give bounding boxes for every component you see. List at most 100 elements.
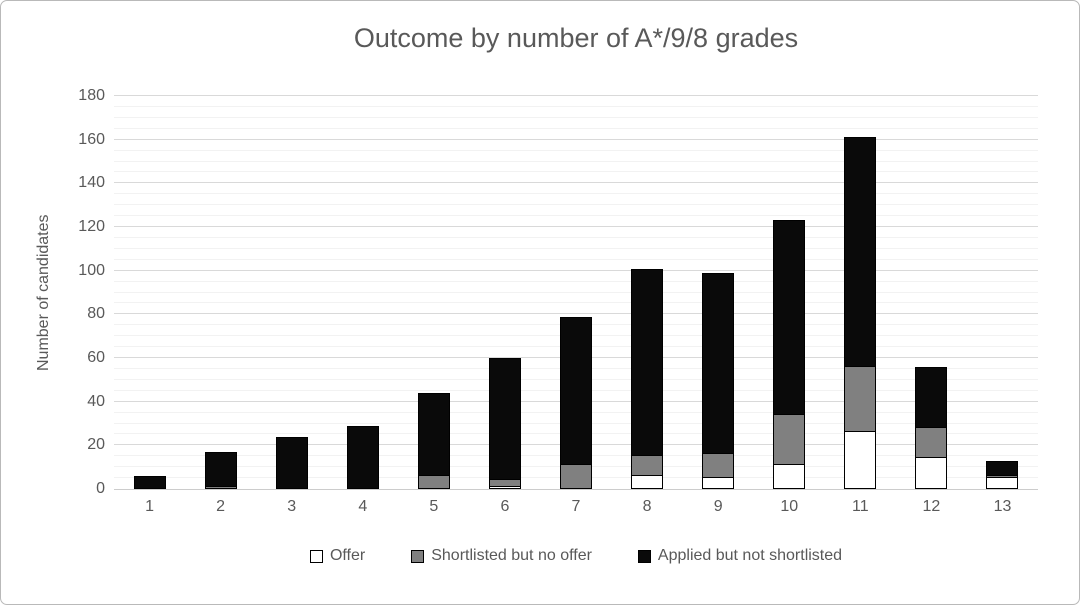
stacked-bar-13 — [986, 460, 1019, 489]
minor-gridline — [114, 258, 1038, 260]
bar-segment-shortlisted-but-no-offer — [773, 414, 806, 465]
bar-segment-applied-but-not-shortlisted — [417, 392, 450, 476]
bar-segment-applied-but-not-shortlisted — [773, 220, 806, 415]
x-axis-tick: 9 — [713, 498, 723, 515]
stacked-bar-4 — [346, 425, 379, 489]
plot-area — [114, 95, 1038, 490]
stacked-bar-5 — [417, 392, 450, 489]
minor-gridline — [114, 193, 1038, 195]
y-axis-tick: 180 — [78, 87, 105, 104]
y-axis-tick: 80 — [87, 305, 105, 323]
bar-slot-5 — [398, 96, 469, 489]
bar-segment-applied-but-not-shortlisted — [702, 272, 735, 455]
stacked-bar-6 — [488, 358, 521, 489]
chart-title: Outcome by number of A*/9/8 grades — [353, 23, 799, 53]
x-axis-tick: 6 — [500, 498, 510, 515]
bar-segment-offer — [631, 475, 664, 489]
x-axis-tick: 10 — [780, 498, 799, 515]
y-axis-tick: 0 — [96, 480, 105, 497]
major-gridline — [114, 269, 1038, 271]
bar-slot-11 — [825, 96, 896, 489]
bar-segment-shortlisted-but-no-offer — [417, 475, 450, 489]
legend: Offer Shortlisted but no offer Applied but… — [114, 547, 1038, 565]
minor-gridline — [114, 247, 1038, 249]
minor-gridline — [114, 236, 1038, 238]
major-gridline — [114, 182, 1038, 184]
bar-segment-offer — [915, 458, 948, 489]
bar-segment-offer — [773, 464, 806, 489]
minor-gridline — [114, 105, 1038, 107]
legend-label: Applied but not shortlisted — [657, 547, 843, 564]
y-axis-tick: 160 — [78, 130, 105, 148]
x-axis-tick: 11 — [852, 498, 869, 515]
bar-segment-applied-but-not-shortlisted — [560, 316, 592, 465]
y-axis-tick: 20 — [87, 436, 105, 454]
bar-slot-4 — [327, 96, 398, 489]
x-axis-tick: 4 — [358, 498, 368, 515]
bar-slot-13 — [967, 96, 1038, 489]
minor-gridline — [114, 280, 1038, 282]
x-axis-tick: 12 — [922, 498, 941, 515]
bar-segment-shortlisted-but-no-offer — [631, 456, 664, 476]
bar-segment-shortlisted-but-no-offer — [204, 486, 237, 489]
bar-slot-12 — [896, 96, 967, 489]
bar-slot-8 — [612, 96, 683, 489]
x-axis-tick: 1 — [145, 498, 154, 515]
minor-gridline — [114, 204, 1038, 206]
y-axis-title: Number of candidates — [35, 214, 52, 371]
bar-segment-offer — [844, 432, 877, 489]
bar-slot-10 — [754, 96, 825, 489]
bar-segment-applied-but-not-shortlisted — [133, 475, 166, 489]
bar-slot-7 — [540, 96, 611, 489]
legend-swatch-icon — [637, 549, 651, 563]
bar-segment-shortlisted-but-no-offer — [702, 454, 735, 479]
major-gridline — [114, 226, 1038, 227]
bar-slot-9 — [683, 96, 754, 489]
stacked-bar-1 — [133, 475, 166, 489]
bar-slot-2 — [185, 96, 256, 489]
x-axis-tick: 7 — [571, 498, 581, 515]
bar-segment-applied-but-not-shortlisted — [631, 268, 664, 457]
major-gridline — [114, 313, 1038, 315]
legend-label: Shortlisted but no offer — [431, 547, 592, 564]
bar-segment-shortlisted-but-no-offer — [986, 475, 1019, 479]
bar-slot-3 — [256, 96, 327, 489]
x-axis-tick: 5 — [429, 498, 439, 515]
x-axis-tick: 3 — [287, 498, 297, 515]
bar-segment-applied-but-not-shortlisted — [204, 451, 237, 487]
legend-swatch-icon — [411, 549, 425, 563]
y-axis-tick: 120 — [78, 218, 105, 235]
minor-gridline — [114, 171, 1038, 173]
bar-segment-shortlisted-but-no-offer — [915, 427, 948, 459]
major-gridline — [114, 138, 1038, 140]
bar-slot-1 — [114, 96, 185, 489]
y-axis-tick: 60 — [87, 349, 105, 366]
bar-segment-applied-but-not-shortlisted — [844, 137, 877, 367]
minor-gridline — [114, 215, 1038, 217]
legend-item: Applied but not shortlisted — [637, 547, 843, 565]
stacked-bar-2 — [204, 451, 237, 489]
bar-segment-offer — [488, 486, 521, 489]
bar-segment-offer — [702, 478, 735, 489]
stacked-bar-11 — [844, 137, 877, 489]
stacked-bar-8 — [631, 268, 664, 489]
major-gridline — [114, 95, 1038, 96]
minor-gridline — [114, 149, 1038, 151]
bar-segment-applied-but-not-shortlisted — [275, 436, 308, 489]
stacked-bar-3 — [275, 436, 308, 489]
bar-segment-shortlisted-but-no-offer — [844, 366, 877, 433]
minor-gridline — [114, 302, 1038, 304]
bar-segment-applied-but-not-shortlisted — [346, 425, 379, 489]
stacked-bar-9 — [702, 272, 735, 489]
bar-segment-shortlisted-but-no-offer — [560, 464, 592, 489]
legend-item: Shortlisted but no offer — [411, 547, 592, 565]
y-axis-tick: 140 — [78, 174, 105, 192]
stacked-bar-7 — [560, 316, 592, 489]
minor-gridline — [114, 160, 1038, 162]
minor-gridline — [114, 127, 1038, 129]
minor-gridline — [114, 116, 1038, 118]
legend-swatch-icon — [309, 549, 323, 563]
y-axis-tick: 40 — [87, 392, 105, 410]
x-axis-line — [114, 489, 1038, 490]
